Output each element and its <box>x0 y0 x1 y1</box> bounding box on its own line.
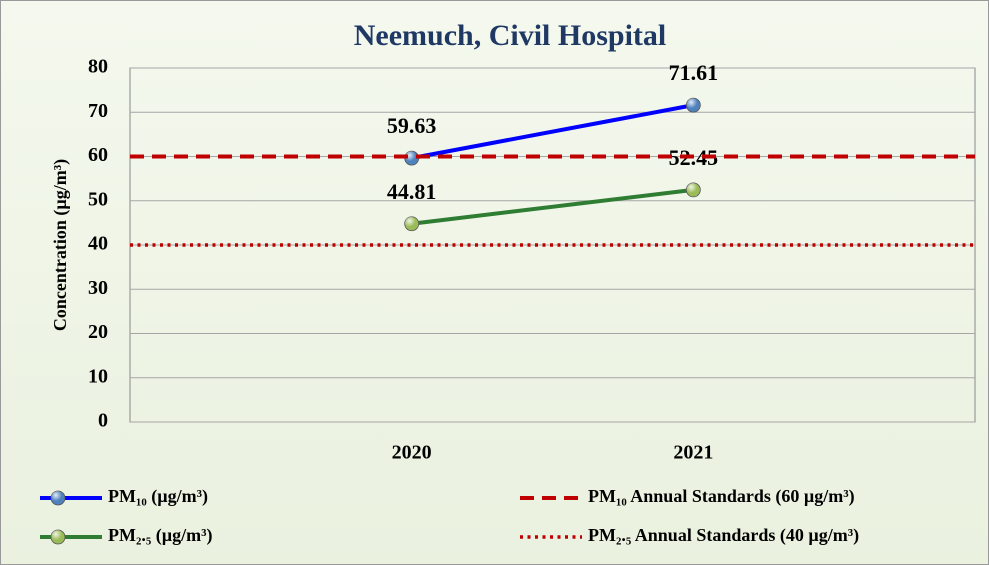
y-tick-label: 0 <box>98 410 108 432</box>
legend-label: PM₁₀ (µg/m³) <box>108 486 208 507</box>
legend-label: PM₁₀ Annual Standards (60 µg/m³) <box>588 486 855 507</box>
x-tick-label: 2021 <box>673 442 713 464</box>
y-tick-label: 60 <box>88 144 108 166</box>
y-tick-label: 50 <box>88 188 108 210</box>
legend-label: PM₂.₅ (µg/m³) <box>108 525 213 546</box>
series-line <box>411 187 694 226</box>
legend-marker-shine <box>51 491 65 505</box>
y-axis-label: Concentration (µg/m³) <box>50 159 71 331</box>
chart-title: Neemuch, Civil Hospital <box>354 19 667 52</box>
y-tick-label: 30 <box>88 277 108 299</box>
marker-shine <box>686 182 701 197</box>
legend-label: PM₂.₅ Annual Standards (40 µg/m³) <box>588 525 859 546</box>
data-label: 59.63 <box>387 113 437 138</box>
marker-shine <box>686 98 701 113</box>
legend-marker-shine <box>51 530 65 544</box>
y-tick-label: 40 <box>88 233 108 255</box>
y-tick-label: 80 <box>88 56 108 78</box>
data-label: 44.81 <box>387 179 437 204</box>
marker-shine <box>404 151 419 166</box>
series-line <box>411 103 694 161</box>
data-label: 71.61 <box>669 60 719 85</box>
y-tick-label: 10 <box>88 365 108 387</box>
y-tick-label: 70 <box>88 100 108 122</box>
x-tick-label: 2020 <box>392 442 432 464</box>
y-tick-label: 20 <box>88 321 108 343</box>
marker-shine <box>404 216 419 231</box>
